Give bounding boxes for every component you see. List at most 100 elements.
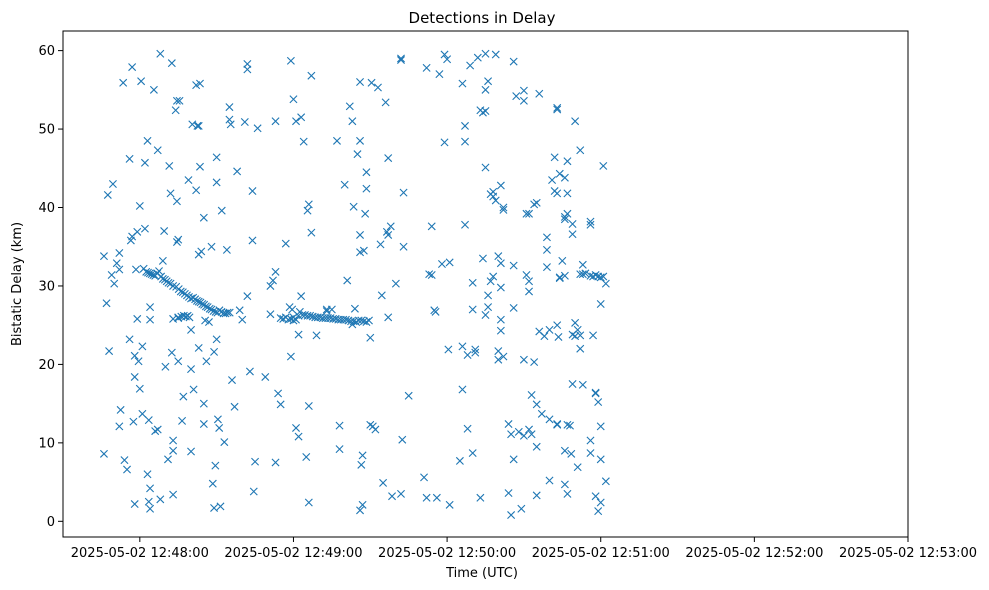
detection-marker <box>509 57 518 66</box>
detection-marker <box>601 477 610 486</box>
detection-marker <box>509 303 518 312</box>
detection-marker <box>131 265 140 274</box>
detection-marker <box>481 85 490 94</box>
detection-marker <box>135 201 144 210</box>
detection-marker <box>555 169 564 178</box>
detection-marker <box>594 398 603 407</box>
detection-marker <box>404 391 413 400</box>
detection-marker <box>427 222 436 231</box>
detection-marker <box>478 254 487 263</box>
detection-marker <box>553 420 562 429</box>
detection-marker <box>266 281 275 290</box>
detection-marker <box>458 385 467 394</box>
detection-marker <box>167 348 176 357</box>
detection-marker <box>174 313 183 322</box>
detection-marker <box>340 180 349 189</box>
detection-marker <box>545 476 554 485</box>
detection-marker <box>271 458 280 467</box>
detection-marker <box>525 209 534 218</box>
detection-marker <box>294 432 303 441</box>
detection-marker <box>596 300 605 308</box>
detection-marker <box>216 502 225 511</box>
detection-marker <box>560 446 569 455</box>
detection-marker <box>425 270 434 279</box>
detection-marker <box>144 497 153 506</box>
detection-marker <box>560 271 569 280</box>
detection-marker <box>178 416 187 425</box>
detection-marker <box>440 50 449 59</box>
x-tick-label: 2025-05-02 12:48:00 <box>71 546 209 561</box>
detection-marker <box>343 276 352 285</box>
detection-marker <box>146 504 155 513</box>
detection-marker <box>165 161 174 170</box>
detection-marker <box>146 484 155 493</box>
detection-marker <box>494 252 503 261</box>
detection-marker <box>581 269 590 278</box>
detection-marker <box>201 302 210 311</box>
detection-marker <box>586 436 595 445</box>
detection-marker <box>198 300 207 308</box>
detection-marker <box>507 511 516 520</box>
detection-marker <box>248 236 257 245</box>
detection-marker <box>356 230 365 239</box>
detection-marker <box>119 78 128 87</box>
detection-marker <box>550 153 559 162</box>
detection-marker <box>532 491 541 500</box>
detection-marker <box>499 203 508 212</box>
y-tick-label: 50 <box>38 123 55 138</box>
detection-marker <box>586 217 595 226</box>
detection-marker <box>376 240 385 249</box>
y-tick-label: 20 <box>38 358 55 373</box>
detection-marker <box>220 438 229 447</box>
detection-marker <box>299 137 308 146</box>
detection-marker <box>125 154 134 163</box>
detection-marker <box>563 189 572 198</box>
detection-marker <box>151 427 160 436</box>
detection-marker <box>568 219 577 228</box>
detection-marker <box>292 117 301 126</box>
detection-marker <box>362 184 371 193</box>
detection-marker <box>233 167 242 176</box>
detection-marker <box>496 181 505 190</box>
detection-marker <box>525 287 534 296</box>
detection-marker <box>525 277 534 286</box>
detection-marker <box>169 281 178 290</box>
detection-marker <box>397 56 405 65</box>
detection-marker <box>356 78 365 86</box>
detection-marker <box>302 452 311 461</box>
detection-marker <box>573 325 582 334</box>
detection-marker <box>397 54 405 63</box>
detection-marker <box>297 113 306 122</box>
detection-marker <box>507 430 516 439</box>
detection-marker <box>199 399 208 408</box>
detection-marker <box>164 278 173 287</box>
detection-marker <box>133 314 142 323</box>
detection-marker <box>437 260 446 268</box>
detection-marker <box>377 291 386 300</box>
detection-marker <box>504 489 513 498</box>
detection-marker <box>208 479 217 488</box>
detection-marker <box>560 480 569 489</box>
detection-marker <box>204 318 213 327</box>
detection-marker <box>481 310 490 319</box>
detection-marker <box>560 173 569 182</box>
detection-marker <box>384 230 393 239</box>
detection-marker <box>271 117 280 126</box>
detection-marker <box>348 320 357 329</box>
detection-marker <box>144 416 153 425</box>
detection-marker <box>135 384 144 393</box>
detection-marker <box>478 108 487 117</box>
detection-marker <box>341 315 350 324</box>
detection-marker <box>599 161 608 170</box>
detection-marker <box>125 335 134 344</box>
detection-marker <box>160 227 169 236</box>
detection-marker <box>563 209 572 218</box>
detection-marker <box>268 276 277 285</box>
detection-marker <box>496 283 505 292</box>
detection-marker <box>187 365 196 374</box>
detection-marker <box>563 420 572 429</box>
detection-marker <box>286 352 295 361</box>
x-axis-title: Time (UTC) <box>445 566 518 581</box>
detection-marker <box>458 342 467 351</box>
